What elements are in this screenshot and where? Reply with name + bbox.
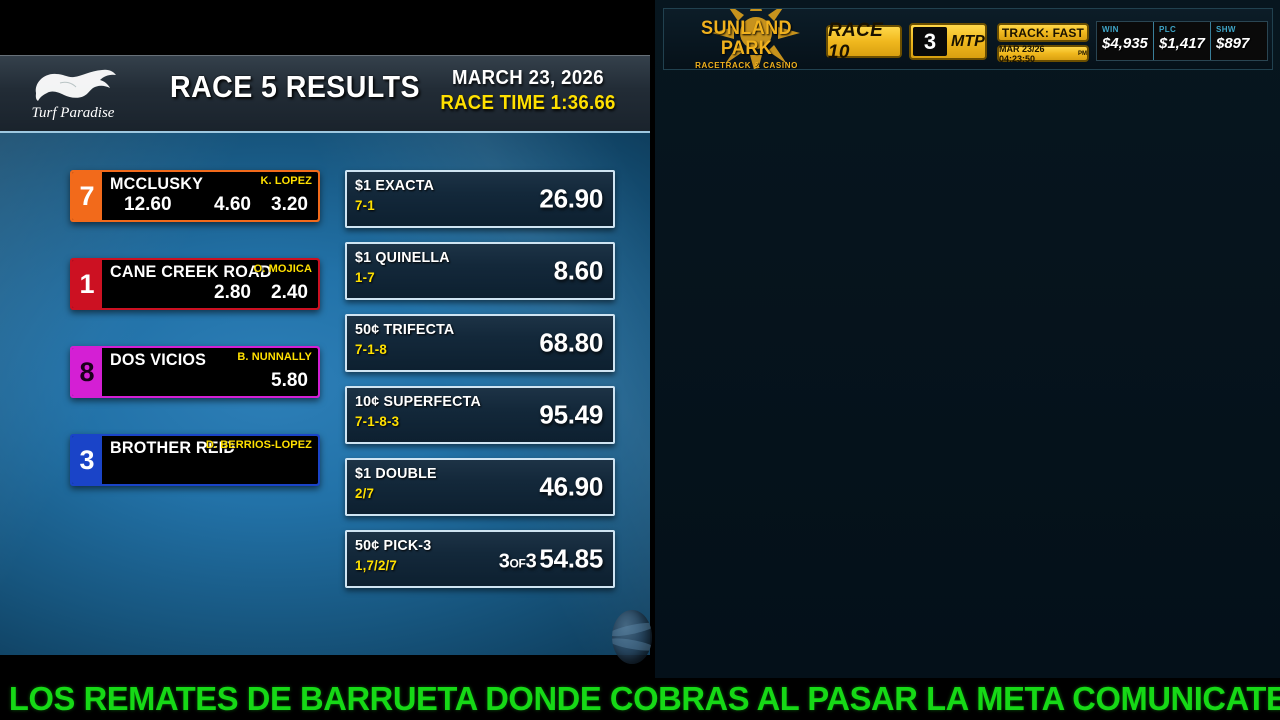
- payout-row: $1 QUINELLA 1-7 8.60: [345, 242, 615, 300]
- payout-row: 10¢ SUPERFECTA 7-1-8-3 95.49: [345, 386, 615, 444]
- ticker-text: LOS REMATES DE BARRUETA DONDE COBRAS AL …: [8, 680, 1280, 717]
- finisher-place-payout: 4.60: [214, 194, 251, 215]
- finisher-name: CANE CREEK ROAD: [110, 262, 272, 281]
- finisher-payouts: 12.60 4.60 3.20: [110, 194, 312, 218]
- race-date: MARCH 23, 2026: [451, 67, 604, 89]
- pool-value: $1,417: [1159, 35, 1205, 52]
- scrolling-ticker: LOS REMATES DE BARRUETA DONDE COBRAS AL …: [0, 678, 1280, 720]
- payout-combo: 2/7: [355, 485, 375, 501]
- payout-combo: 7-1: [355, 197, 375, 213]
- pool-plc: PLC $1,417: [1153, 22, 1210, 60]
- page-title: RACE 5 RESULTS: [170, 69, 420, 104]
- finisher-jockey: B. NUNNALLY: [237, 351, 312, 363]
- finisher-program-number: 7: [72, 172, 102, 220]
- payout-hits: 3OF3: [498, 550, 537, 573]
- finisher-name: BROTHER REID: [110, 438, 236, 457]
- finisher-payouts: 2.80 2.40: [110, 282, 312, 306]
- pool-win: WIN $4,935: [1097, 22, 1153, 60]
- date-block: MARCH 23, 2026 RACE TIME 1:36.66: [428, 67, 628, 115]
- mtp-label: MTP: [951, 32, 985, 50]
- payout-combo: 7-1-8-3: [355, 413, 400, 429]
- payout-row: $1 EXACTA 7-1 26.90: [345, 170, 615, 228]
- track-subtitle: RACETRACK & CASINO: [695, 61, 798, 70]
- pool-value: $897: [1216, 35, 1250, 52]
- track-logo: SUNLAND PARK RACETRACK & CASINO: [674, 19, 819, 70]
- race-number-chip[interactable]: RACE 10: [826, 20, 902, 63]
- finisher-payouts: 5.80: [110, 370, 312, 394]
- payout-type: $1 DOUBLE: [355, 465, 437, 482]
- payout-amount: 26.90: [539, 183, 603, 214]
- payout-type: $1 EXACTA: [355, 177, 435, 194]
- payout-amount: 68.80: [539, 327, 603, 358]
- payout-type: $1 QUINELLA: [355, 249, 450, 266]
- finisher-jockey: O. MOJICA: [253, 263, 312, 275]
- finisher-row: 1 CANE CREEK ROAD O. MOJICA 2.80 2.40: [70, 258, 320, 310]
- track-timestamp: MAR 23/26 04:23:50 PM: [997, 43, 1089, 64]
- race-results-panel: Turf Paradise RACE 5 RESULTS MARCH 23, 2…: [0, 0, 655, 678]
- sunland-park-header: SUNLAND PARK RACETRACK & CASINO RACE 10 …: [663, 8, 1273, 70]
- payout-amount: 95.49: [539, 399, 603, 430]
- payout-amount: 8.60: [553, 255, 604, 286]
- finisher-show-payout: 5.80: [271, 370, 308, 391]
- payout-combo: 1,7/2/7: [355, 557, 398, 573]
- payout-type: 10¢ SUPERFECTA: [355, 393, 481, 410]
- live-race-panel: SUNLAND PARK RACETRACK & CASINO RACE 10 …: [655, 0, 1280, 678]
- payout-combo: 1-7: [355, 269, 375, 285]
- finisher-jockey: K. LOPEZ: [260, 175, 312, 187]
- payout-type: 50¢ PICK-3: [355, 537, 432, 554]
- finisher-show-payout: 3.20: [271, 194, 308, 215]
- pool-shw: SHW $897: [1210, 22, 1267, 60]
- finisher-show-payout: 2.40: [271, 282, 308, 303]
- timestamp-value: MAR 23/26 04:23:50: [999, 43, 1045, 64]
- turf-paradise-logo-icon: Turf Paradise: [18, 63, 128, 125]
- finisher-payouts: [110, 458, 312, 482]
- pool-value: $4,935: [1102, 35, 1148, 52]
- finisher-place-payout: 2.80: [214, 282, 251, 303]
- finisher-program-number: 3: [72, 436, 102, 484]
- timestamp-suffix: PM: [1078, 50, 1087, 57]
- finisher-row: 3 BROTHER REID D. BERRIOS-LOPEZ: [70, 434, 320, 486]
- finisher-name: MCCLUSKY: [110, 174, 204, 193]
- payout-amount: 46.90: [539, 471, 603, 502]
- svg-text:Turf Paradise: Turf Paradise: [32, 105, 115, 121]
- mtp-number: 3: [913, 27, 947, 56]
- track-name: SUNLAND PARK: [701, 18, 792, 59]
- payout-combo: 7-1-8: [355, 341, 388, 357]
- pool-label: SHW: [1216, 25, 1236, 34]
- finisher-row: 8 DOS VICIOS B. NUNNALLY 5.80: [70, 346, 320, 398]
- finisher-win-payout: 12.60: [124, 194, 172, 215]
- mtp-chip: 3 MTP: [909, 23, 987, 60]
- pool-label: WIN: [1102, 25, 1119, 34]
- finisher-program-number: 1: [72, 260, 102, 308]
- race-time: RACE TIME 1:36.66: [440, 92, 616, 114]
- finishers-list: 7 MCCLUSKY K. LOPEZ 12.60 4.60 3.20 1 CANE CREE…: [70, 170, 320, 522]
- payout-row: 50¢ TRIFECTA 7-1-8 68.80: [345, 314, 615, 372]
- payout-type: 50¢ TRIFECTA: [355, 321, 455, 338]
- finisher-name: DOS VICIOS: [110, 350, 207, 369]
- payout-row: 50¢ PICK-3 1,7/2/7 3OF3 54.85: [345, 530, 615, 588]
- payouts-list: $1 EXACTA 7-1 26.90 $1 QUINELLA 1-7 8.60 50¢ T…: [345, 170, 615, 602]
- pool-label: PLC: [1159, 25, 1177, 34]
- track-condition: TRACK: FAST: [997, 23, 1089, 42]
- sunburst-icon: [708, 9, 804, 69]
- decorative-orb: [612, 610, 652, 664]
- payout-amount: 3OF3 54.85: [498, 543, 604, 574]
- finisher-jockey: D. BERRIOS-LOPEZ: [205, 439, 312, 451]
- finisher-row: 7 MCCLUSKY K. LOPEZ 12.60 4.60 3.20: [70, 170, 320, 222]
- pool-totals: WIN $4,935 PLC $1,417 SHW $897: [1096, 21, 1268, 61]
- finisher-program-number: 8: [72, 348, 102, 396]
- results-header: Turf Paradise RACE 5 RESULTS MARCH 23, 2…: [0, 55, 650, 133]
- payout-row: $1 DOUBLE 2/7 46.90: [345, 458, 615, 516]
